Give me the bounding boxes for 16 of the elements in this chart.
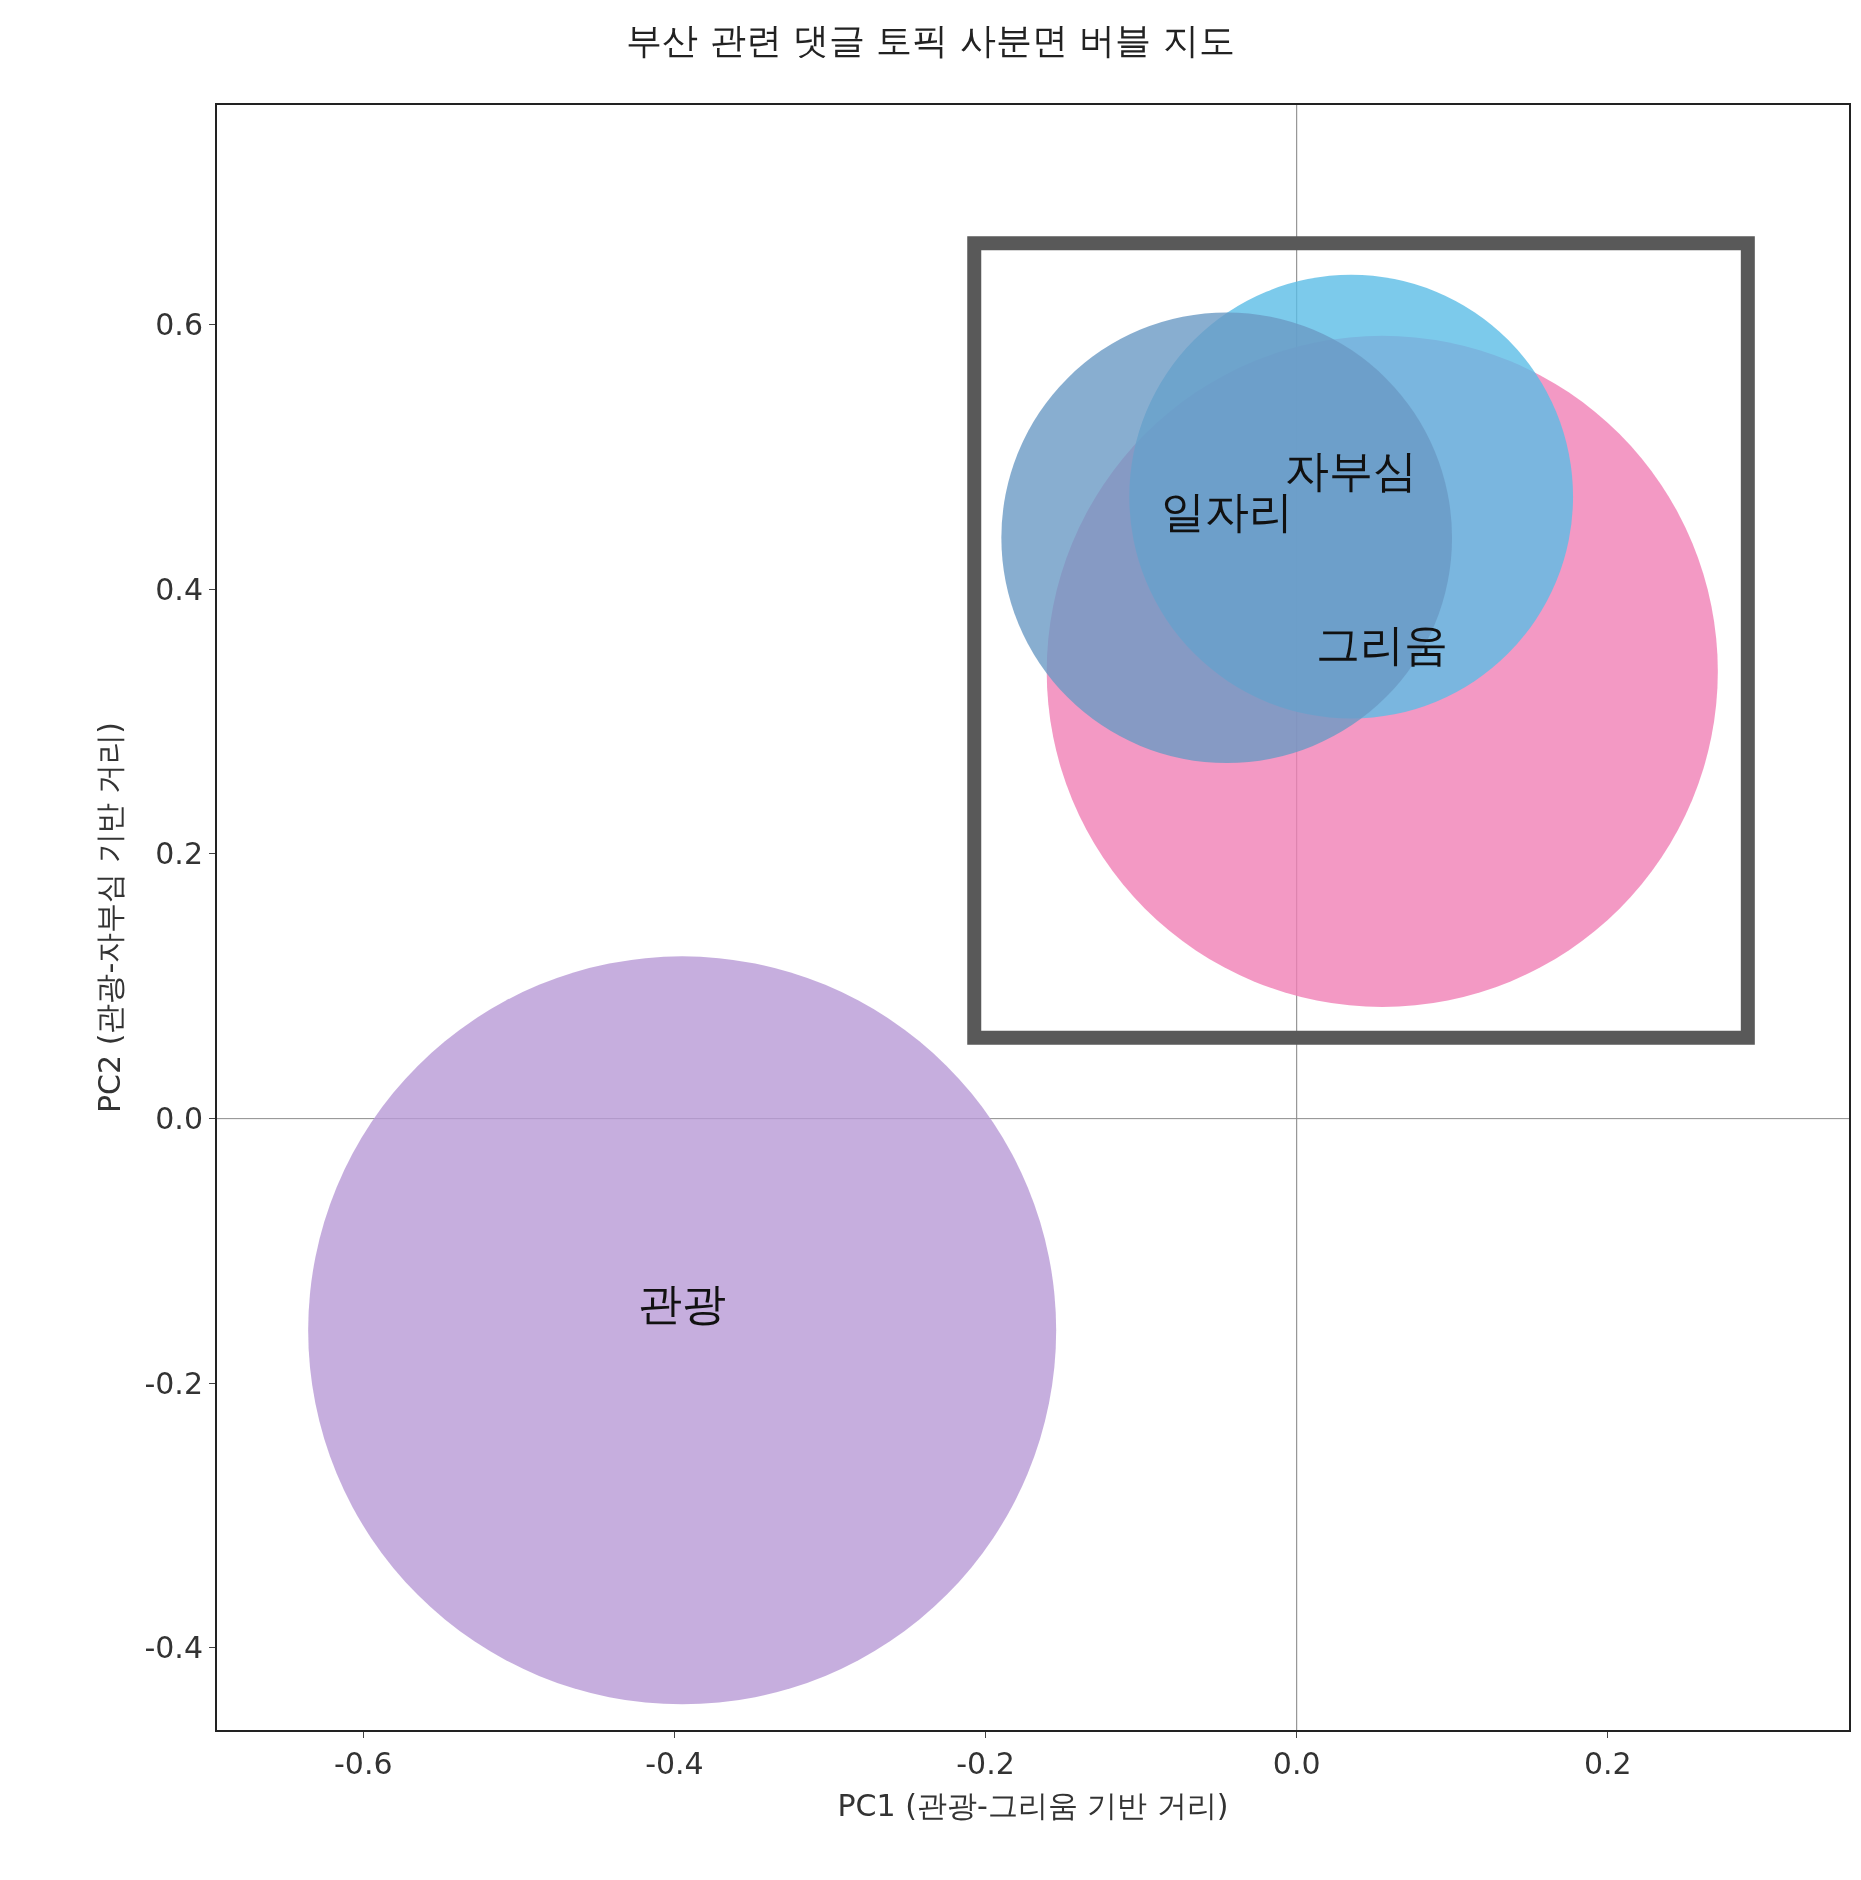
y-tick-label: 0.0 bbox=[155, 1101, 203, 1137]
y-tick-label: 0.2 bbox=[155, 836, 203, 872]
x-axis-title: PC1 (관광-그리움 기반 거리) bbox=[837, 1788, 1229, 1823]
x-tick-label: -0.4 bbox=[645, 1746, 704, 1781]
y-tick-label: 0.4 bbox=[155, 571, 203, 607]
x-tick-label: 0.0 bbox=[1272, 1746, 1321, 1781]
chart-title: 부산 관련 댓글 토픽 사분면 버블 지도 bbox=[626, 20, 1235, 62]
y-tick-label: -0.2 bbox=[144, 1365, 203, 1401]
y-tick-label: -0.4 bbox=[144, 1630, 203, 1666]
y-tick-label: 0.6 bbox=[155, 307, 203, 343]
x-tick-label: -0.6 bbox=[333, 1746, 393, 1781]
x-tick-label: -0.2 bbox=[956, 1746, 1015, 1781]
y-axis-title: PC2 (관광-자부심 기반 거리) bbox=[91, 722, 127, 1113]
series-label: 관광 bbox=[638, 1278, 727, 1330]
series-label: 그리움 bbox=[1316, 619, 1449, 671]
x-tick-label: 0.2 bbox=[1584, 1746, 1632, 1781]
